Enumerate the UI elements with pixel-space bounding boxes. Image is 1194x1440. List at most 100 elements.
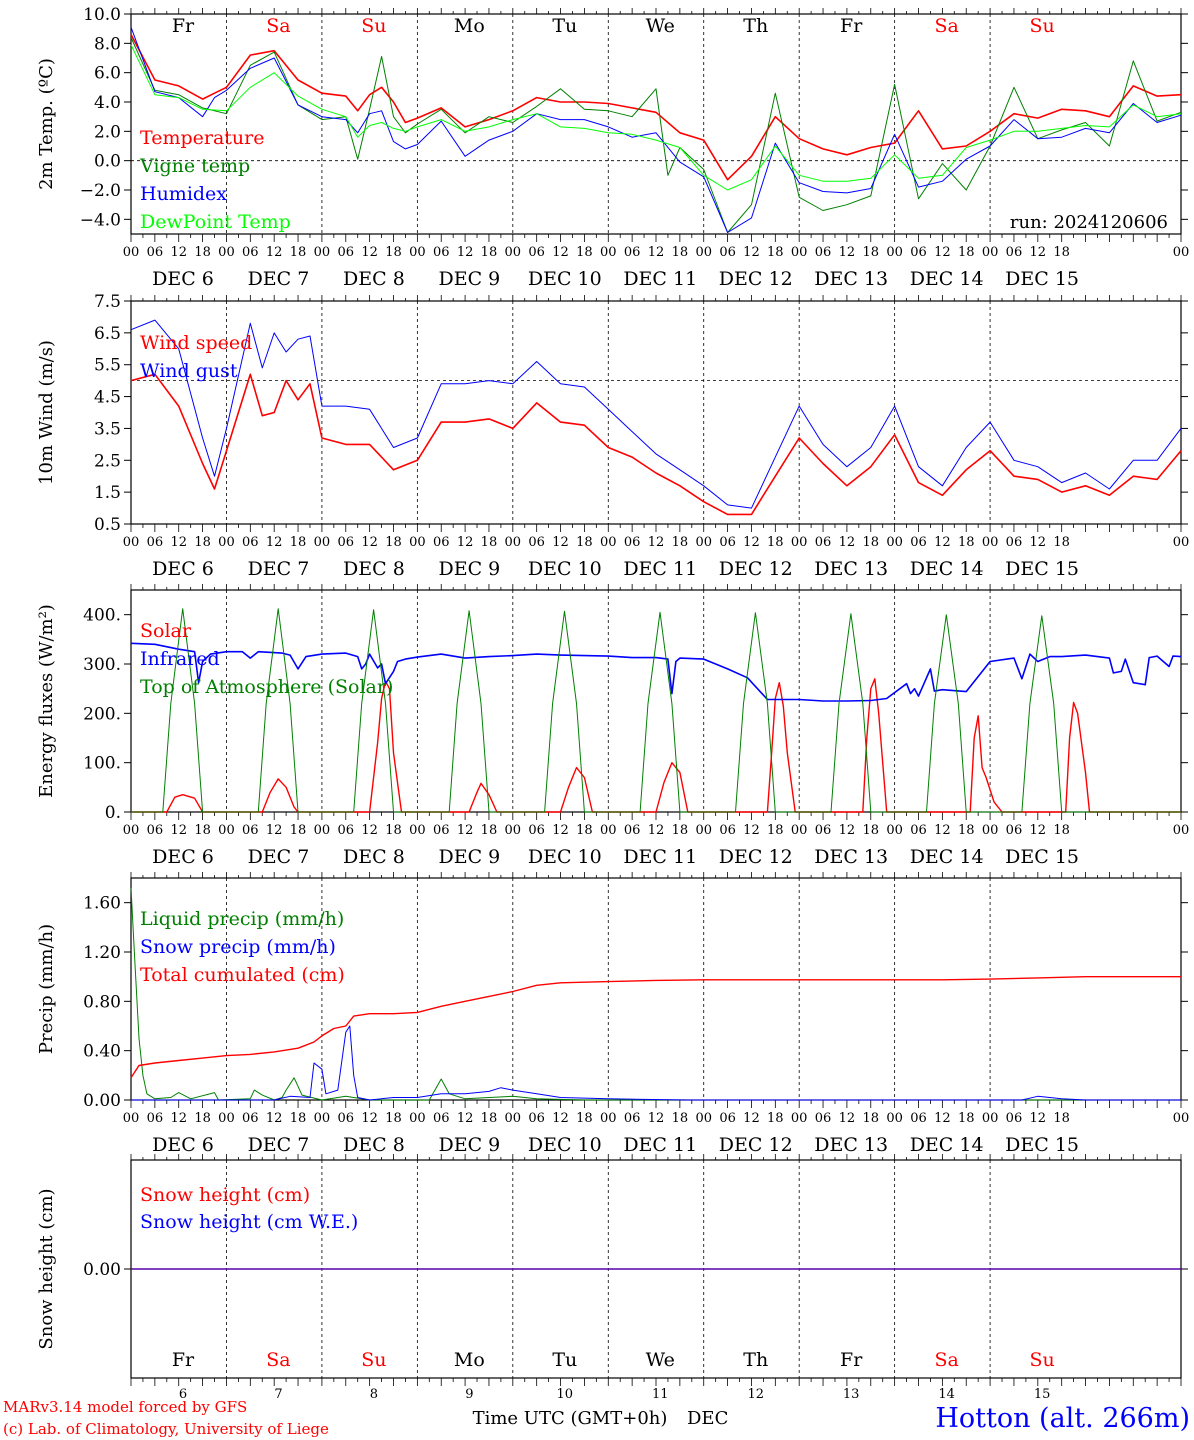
day-number-label: 7: [274, 1387, 282, 1402]
hour-tick-label: 00: [218, 1111, 235, 1126]
y-axis-title: 10m Wind (m/s): [36, 340, 57, 485]
hour-tick-label: 18: [481, 1111, 498, 1126]
day-label: DEC 6: [152, 268, 214, 290]
y-tick-label: 200.: [83, 704, 121, 724]
day-label: DEC 13: [814, 846, 888, 868]
hour-tick-label: 18: [385, 535, 402, 550]
y-axis-title: Snow height (cm): [36, 1188, 57, 1349]
hour-tick-label: 18: [1053, 535, 1070, 550]
y-tick-label: 0.00: [83, 1091, 121, 1111]
hour-tick-label: 18: [194, 245, 211, 260]
hour-tick-label: 00: [982, 823, 999, 838]
y-tick-label: 2.0: [94, 122, 121, 142]
hour-tick-label: 12: [361, 1111, 378, 1126]
weekday-label: Su: [361, 15, 386, 37]
y-tick-label: 400.: [83, 606, 121, 626]
time-axis-month: DEC: [687, 1408, 728, 1429]
hour-tick-label: 18: [958, 245, 975, 260]
weekday-label: Su: [1029, 1349, 1054, 1371]
hour-tick-label: 06: [719, 823, 736, 838]
day-label: DEC 14: [910, 558, 984, 580]
day-label: DEC 10: [528, 268, 602, 290]
y-tick-label: 0.00: [83, 1260, 121, 1280]
hour-tick-label: 18: [958, 823, 975, 838]
day-label: DEC 11: [623, 268, 697, 290]
weekday-label: Sa: [934, 1349, 958, 1371]
y-tick-label: 6.5: [94, 324, 121, 344]
hour-tick-label: 18: [1053, 245, 1070, 260]
day-label: DEC 10: [528, 558, 602, 580]
series-line-2: [130, 642, 1182, 702]
hour-tick-label: 12: [552, 245, 569, 260]
day-label: DEC 7: [248, 558, 310, 580]
hour-tick-label: 06: [433, 823, 450, 838]
day-number-label: 8: [370, 1387, 378, 1402]
hour-tick-label: 12: [552, 535, 569, 550]
hour-tick-label: 12: [361, 535, 378, 550]
hour-tick-label: 06: [433, 1111, 450, 1126]
hour-tick-label: 06: [910, 535, 927, 550]
legend-entry: Total cumulated (cm): [140, 964, 345, 986]
hour-tick-label: 18: [194, 1111, 211, 1126]
hour-tick-label: 00: [409, 535, 426, 550]
hour-tick-label: 06: [147, 1111, 164, 1126]
day-label: DEC 12: [719, 558, 793, 580]
hour-tick-label: 06: [242, 823, 259, 838]
hour-tick-label: 12: [839, 245, 856, 260]
hour-tick-label: 18: [862, 245, 879, 260]
weekday-label: Su: [361, 1349, 386, 1371]
hour-tick-label: 12: [552, 823, 569, 838]
hour-tick-label: 00: [695, 245, 712, 260]
hour-tick-label: 06: [242, 1111, 259, 1126]
plot-frame: [130, 300, 1182, 525]
hour-tick-label: 00: [791, 535, 808, 550]
hour-tick-label: 18: [481, 245, 498, 260]
hour-tick-label: 18: [767, 245, 784, 260]
day-label: DEC 12: [719, 1134, 793, 1156]
hour-tick-label: 00: [695, 823, 712, 838]
hour-tick-label: 06: [147, 535, 164, 550]
hour-tick-label: 06: [719, 1111, 736, 1126]
weekday-label: Th: [743, 15, 768, 37]
hour-tick-label: 12: [934, 1111, 951, 1126]
hour-tick-label: 00: [1173, 1111, 1190, 1126]
hour-tick-label: 06: [528, 823, 545, 838]
hour-tick-label: 00: [1173, 535, 1190, 550]
y-axis-title: Precip (mm/h): [36, 924, 57, 1054]
hour-tick-label: 06: [337, 535, 354, 550]
series-line-3: [130, 976, 1181, 1079]
hour-tick-label: 18: [958, 1111, 975, 1126]
day-number-label: 12: [747, 1387, 764, 1402]
hour-tick-label: 12: [648, 1111, 665, 1126]
legend-entry: Wind gust: [140, 360, 238, 382]
hour-tick-label: 12: [361, 245, 378, 260]
hour-tick-label: 06: [433, 535, 450, 550]
chart-panel-4: 0.00 0.40 0.80 1.20 1.60 Precip (mm/h) Liquid …: [36, 872, 1189, 1156]
hour-tick-label: 12: [839, 535, 856, 550]
day-label: DEC 14: [910, 846, 984, 868]
hour-tick-label: 18: [194, 535, 211, 550]
y-tick-label: 100.: [83, 754, 121, 774]
weekday-label: Th: [743, 1349, 768, 1371]
series-line-2: [130, 319, 1182, 509]
hour-tick-label: 06: [337, 1111, 354, 1126]
hour-tick-label: 06: [624, 535, 641, 550]
hour-tick-label: 00: [886, 245, 903, 260]
hour-tick-label: 00: [505, 245, 522, 260]
hour-tick-label: 00: [982, 245, 999, 260]
hour-tick-label: 18: [672, 823, 689, 838]
hour-tick-label: 12: [648, 245, 665, 260]
day-label: DEC 9: [438, 1134, 500, 1156]
day-label: DEC 11: [623, 846, 697, 868]
weekday-label: Sa: [266, 1349, 290, 1371]
day-number-label: 9: [465, 1387, 473, 1402]
hour-tick-label: 00: [218, 535, 235, 550]
hour-tick-label: 00: [314, 1111, 331, 1126]
day-label: DEC 9: [438, 268, 500, 290]
series-line-2: [130, 37, 1182, 233]
hour-tick-label: 18: [1053, 1111, 1070, 1126]
day-label: DEC 11: [623, 558, 697, 580]
day-label: DEC 14: [910, 268, 984, 290]
weekday-label: Fr: [172, 15, 195, 37]
weekday-label: Mo: [454, 1349, 485, 1371]
